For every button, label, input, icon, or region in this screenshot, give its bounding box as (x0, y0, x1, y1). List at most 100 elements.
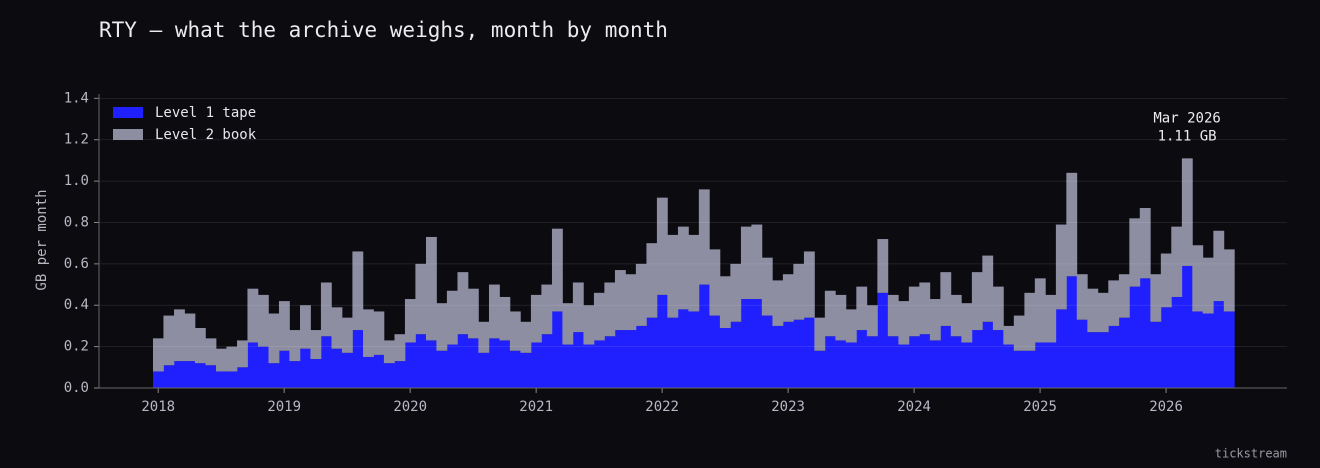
bar-segment (237, 367, 248, 388)
bar-segment (404, 299, 416, 343)
bar-segment (604, 336, 616, 388)
legend-text: Level 1 tape (155, 105, 256, 121)
bar-segment (215, 348, 227, 372)
bar-segment (1045, 294, 1057, 343)
x-tick-label: 2023 (771, 399, 805, 415)
bar-segment (709, 249, 721, 316)
bar-segment (488, 338, 500, 388)
bar-segment (919, 282, 931, 335)
bar-segment (1013, 350, 1025, 388)
bar-segment (341, 352, 353, 388)
bar-segment (1150, 274, 1162, 322)
bar-segment (478, 321, 490, 353)
bar-segment (551, 228, 563, 312)
bar-segment (877, 239, 889, 293)
bar-segment (845, 342, 857, 388)
bar-segment (982, 255, 994, 322)
bar-segment (520, 352, 532, 388)
bar-segment (320, 336, 332, 388)
bar-segment (509, 350, 521, 388)
bar-segment (320, 282, 332, 337)
bar-segment (289, 361, 301, 388)
bar-segment (772, 280, 784, 326)
y-tick-label: 1.4 (64, 90, 89, 106)
bar-segment (688, 234, 700, 312)
bar-segment (174, 309, 185, 362)
bar-segment (740, 299, 752, 388)
bar-segment (656, 197, 668, 295)
bar-segment (572, 282, 584, 333)
bar-segment (772, 325, 784, 388)
bar-segment (625, 330, 637, 388)
bar-segment (268, 363, 280, 388)
bar-segment (1118, 317, 1130, 388)
bar-segment (478, 352, 490, 388)
bar-segment (1223, 249, 1235, 312)
bar-segment (877, 292, 889, 388)
bar-segment (310, 330, 322, 360)
bar-segment (226, 371, 238, 388)
bar-segment (761, 257, 773, 316)
bar-segment (593, 292, 605, 341)
x-tick-label: 2026 (1149, 399, 1183, 415)
chart-title: RTY — what the archive weighs, month by … (99, 18, 668, 42)
x-tick-label: 2021 (519, 399, 553, 415)
bar-segment (803, 251, 815, 318)
bar-segment (184, 313, 196, 362)
bar-segment (688, 311, 700, 388)
bar-segment (1181, 265, 1193, 388)
bar-segment (898, 344, 910, 388)
bar-segment (488, 284, 500, 339)
bar-segment (961, 303, 973, 343)
bar-segment (583, 344, 595, 388)
bar-segment (950, 294, 962, 337)
y-tick-label: 1.0 (64, 173, 89, 189)
bar-segment (1192, 311, 1204, 388)
bar-segment (499, 340, 511, 388)
bar-segment (814, 317, 826, 351)
bar-segment (730, 321, 742, 388)
bar-segment (436, 303, 448, 351)
bar-segment (971, 330, 983, 388)
bar-segment (1139, 278, 1151, 388)
bar-segment (520, 321, 532, 353)
bar-segment (1213, 301, 1225, 388)
bar-segment (310, 359, 322, 388)
bar-segment (709, 315, 721, 388)
bar-segment (1108, 325, 1120, 388)
bar-segment (194, 328, 206, 364)
bar-segment (1087, 332, 1099, 388)
bar-segment (992, 286, 1004, 331)
x-tick-label: 2024 (897, 399, 931, 415)
bar-segment (394, 334, 406, 362)
bar-segment (887, 294, 899, 337)
x-tick-label: 2018 (141, 399, 175, 415)
y-tick-label: 0.8 (64, 214, 89, 230)
x-tick-label: 2022 (645, 399, 679, 415)
bar-segment (331, 348, 343, 388)
bar-segment (1003, 344, 1015, 388)
bar-segment (908, 286, 920, 337)
bar-segment (604, 282, 616, 337)
bar-segment (383, 363, 395, 388)
annotation: 1.11 GB (1158, 128, 1217, 144)
y-tick-label: 0.6 (64, 256, 89, 272)
bar-segment (677, 226, 689, 310)
bar-segment (793, 319, 805, 388)
bar-segment (226, 346, 238, 372)
bar-segment (352, 330, 364, 388)
bar-segment (950, 336, 962, 388)
bar-segment (646, 243, 658, 318)
annotation: Mar 2026 (1153, 110, 1220, 126)
bar-segment (698, 284, 710, 388)
y-tick-label: 0.4 (64, 297, 89, 313)
x-tick-label: 2020 (393, 399, 427, 415)
bar-segment (835, 340, 847, 388)
bar-segment (614, 270, 626, 331)
bar-segment (1024, 350, 1036, 388)
bar-segment (152, 338, 164, 372)
bar-segment (373, 354, 385, 388)
bar-segment (215, 371, 227, 388)
bar-segment (394, 361, 406, 388)
bar-segment (362, 309, 374, 357)
